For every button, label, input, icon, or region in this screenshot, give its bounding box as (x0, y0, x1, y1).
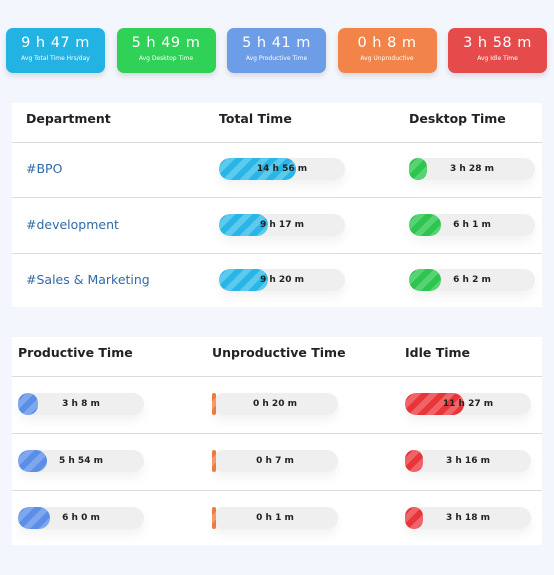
progress-label: 3 h 8 m (62, 399, 100, 409)
progress-fill (219, 269, 269, 291)
progress-fill (212, 450, 216, 472)
card-label: Avg Desktop Time (138, 55, 194, 62)
progress-track: 3 h 8 m (18, 393, 144, 415)
column-header: Productive Time (18, 345, 133, 360)
summary-card: 5 h 49 m Avg Desktop Time (116, 28, 216, 73)
progress-label: 6 h 2 m (453, 275, 491, 285)
progress-fill (219, 158, 296, 180)
card-value: 9 h 47 m (21, 35, 90, 51)
progress-track: 3 h 28 m (409, 158, 535, 180)
department-table: Department Total Time Desktop Time #BPO 14 h… (12, 103, 542, 307)
progress-fill (18, 507, 50, 529)
progress-track: 0 h 7 m (212, 450, 338, 472)
progress-fill (405, 507, 423, 529)
progress-track: 0 h 1 m (212, 507, 338, 529)
row-divider (12, 433, 542, 434)
row-divider (12, 253, 542, 254)
progress-label: 3 h 16 m (446, 456, 490, 466)
card-label: Avg Productive Time (245, 55, 308, 62)
progress-fill (18, 450, 47, 472)
progress-label: 5 h 54 m (59, 456, 103, 466)
card-value: 5 h 41 m (242, 35, 311, 51)
column-header: Total Time (219, 111, 292, 126)
progress-fill (409, 269, 441, 291)
card-value: 3 h 58 m (463, 35, 532, 51)
card-value: 0 h 8 m (357, 35, 417, 51)
summary-card: 9 h 47 m Avg Total Time Hrs/day (6, 28, 105, 73)
progress-fill (219, 213, 269, 236)
progress-label: 9 h 17 m (260, 219, 304, 230)
progress-label: 11 h 27 m (442, 399, 494, 409)
card-label: Avg Unproductive (360, 55, 414, 62)
progress-fill (212, 393, 216, 415)
progress-track: 5 h 54 m (18, 450, 144, 472)
progress-fill (212, 507, 216, 529)
progress-track: 14 h 56 m (219, 158, 345, 180)
column-header: Department (26, 111, 111, 126)
department-link[interactable]: #Sales & Marketing (26, 272, 150, 287)
progress-track: 11 h 27 m (405, 393, 531, 415)
progress-label: 0 h 20 m (253, 399, 297, 409)
summary-card: 5 h 41 m Avg Productive Time (227, 28, 326, 73)
progress-track: 6 h 1 m (409, 213, 535, 236)
progress-label: 3 h 28 m (450, 164, 494, 174)
progress-track: 6 h 0 m (18, 507, 144, 529)
progress-label: 0 h 1 m (256, 513, 294, 523)
column-header: Idle Time (405, 345, 471, 360)
progress-track: 3 h 18 m (405, 507, 531, 529)
progress-label: 9 h 20 m (260, 275, 304, 285)
column-header: Unproductive Time (212, 345, 346, 360)
card-label: Avg Idle Time (477, 55, 518, 62)
row-divider (12, 490, 542, 491)
time-table: Productive Time Unproductive Time Idle Tim… (12, 337, 542, 545)
progress-track: 6 h 2 m (409, 269, 535, 291)
row-divider (12, 142, 542, 143)
row-divider (12, 197, 542, 198)
progress-label: 3 h 18 m (446, 513, 490, 523)
department-link[interactable]: #BPO (26, 161, 63, 176)
progress-fill (405, 393, 465, 415)
card-value: 5 h 49 m (131, 35, 201, 51)
progress-track: 0 h 20 m (212, 393, 338, 415)
progress-label: 14 h 56 m (256, 164, 308, 174)
summary-card: 0 h 8 m Avg Unproductive (337, 28, 437, 73)
progress-label: 6 h 1 m (453, 219, 491, 230)
progress-fill (18, 393, 39, 415)
progress-label: 0 h 7 m (256, 456, 294, 466)
card-label: Avg Total Time Hrs/day (21, 55, 90, 62)
department-link[interactable]: #development (26, 216, 119, 232)
progress-track: 9 h 17 m (219, 213, 345, 236)
column-header: Desktop Time (409, 111, 506, 126)
progress-fill (409, 213, 441, 236)
progress-track: 9 h 20 m (219, 269, 345, 291)
progress-label: 6 h 0 m (62, 513, 100, 523)
progress-track: 3 h 16 m (405, 450, 531, 472)
progress-fill (405, 450, 423, 472)
progress-fill (409, 158, 427, 180)
summary-card: 3 h 58 m Avg Idle Time (448, 28, 547, 73)
row-divider (12, 376, 542, 377)
